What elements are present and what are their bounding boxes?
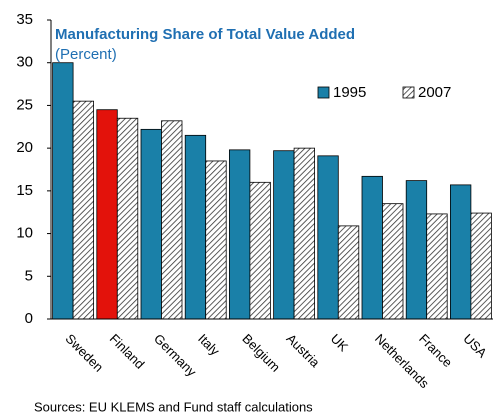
legend-label: 1995: [333, 84, 366, 101]
legend-label: 2007: [418, 84, 451, 101]
bar: [72, 100, 94, 320]
x-tick-label: Sweden: [63, 331, 107, 375]
x-tick-label: Finland: [107, 331, 148, 372]
bar: [140, 128, 162, 320]
bar: [96, 109, 118, 320]
bar: [249, 181, 271, 320]
legend-swatch: [402, 86, 415, 99]
bar: [228, 149, 251, 320]
y-tick-label: 35: [16, 11, 33, 28]
x-tick-label: France: [416, 331, 455, 370]
bar: [205, 160, 227, 320]
x-tick-label: UK: [328, 331, 352, 355]
chart-title: Manufacturing Share of Total Value Added: [55, 26, 355, 43]
bar: [293, 147, 316, 320]
x-tick-label: Italy: [195, 331, 223, 359]
bar: [116, 117, 139, 320]
x-tick-label: USA: [460, 331, 490, 361]
bar: [449, 184, 472, 320]
bar: [405, 180, 428, 320]
y-tick-label: 5: [25, 267, 33, 284]
y-tick-label: 15: [16, 182, 33, 199]
bar: [52, 62, 74, 320]
bar: [382, 203, 404, 320]
y-tick-label: 0: [25, 310, 33, 327]
x-tick-label: Austria: [284, 331, 324, 371]
legend-swatch: [317, 86, 330, 99]
x-tick-label: Belgium: [239, 331, 283, 375]
y-tick-label: 30: [16, 54, 33, 71]
y-tick-label: 10: [16, 225, 33, 242]
bar: [470, 212, 492, 320]
bar: [161, 120, 183, 320]
x-tick-label: Germany: [151, 331, 200, 380]
bar: [273, 150, 295, 320]
bar: [337, 225, 360, 320]
chart-subtitle: (Percent): [55, 46, 117, 63]
bar: [184, 134, 207, 320]
y-tick-label: 25: [16, 96, 33, 113]
y-tick-label: 20: [16, 139, 33, 156]
bar: [317, 155, 339, 320]
bar: [426, 213, 448, 320]
bar: [361, 175, 383, 320]
source-note: Sources: EU KLEMS and Fund staff calcula…: [34, 399, 313, 414]
